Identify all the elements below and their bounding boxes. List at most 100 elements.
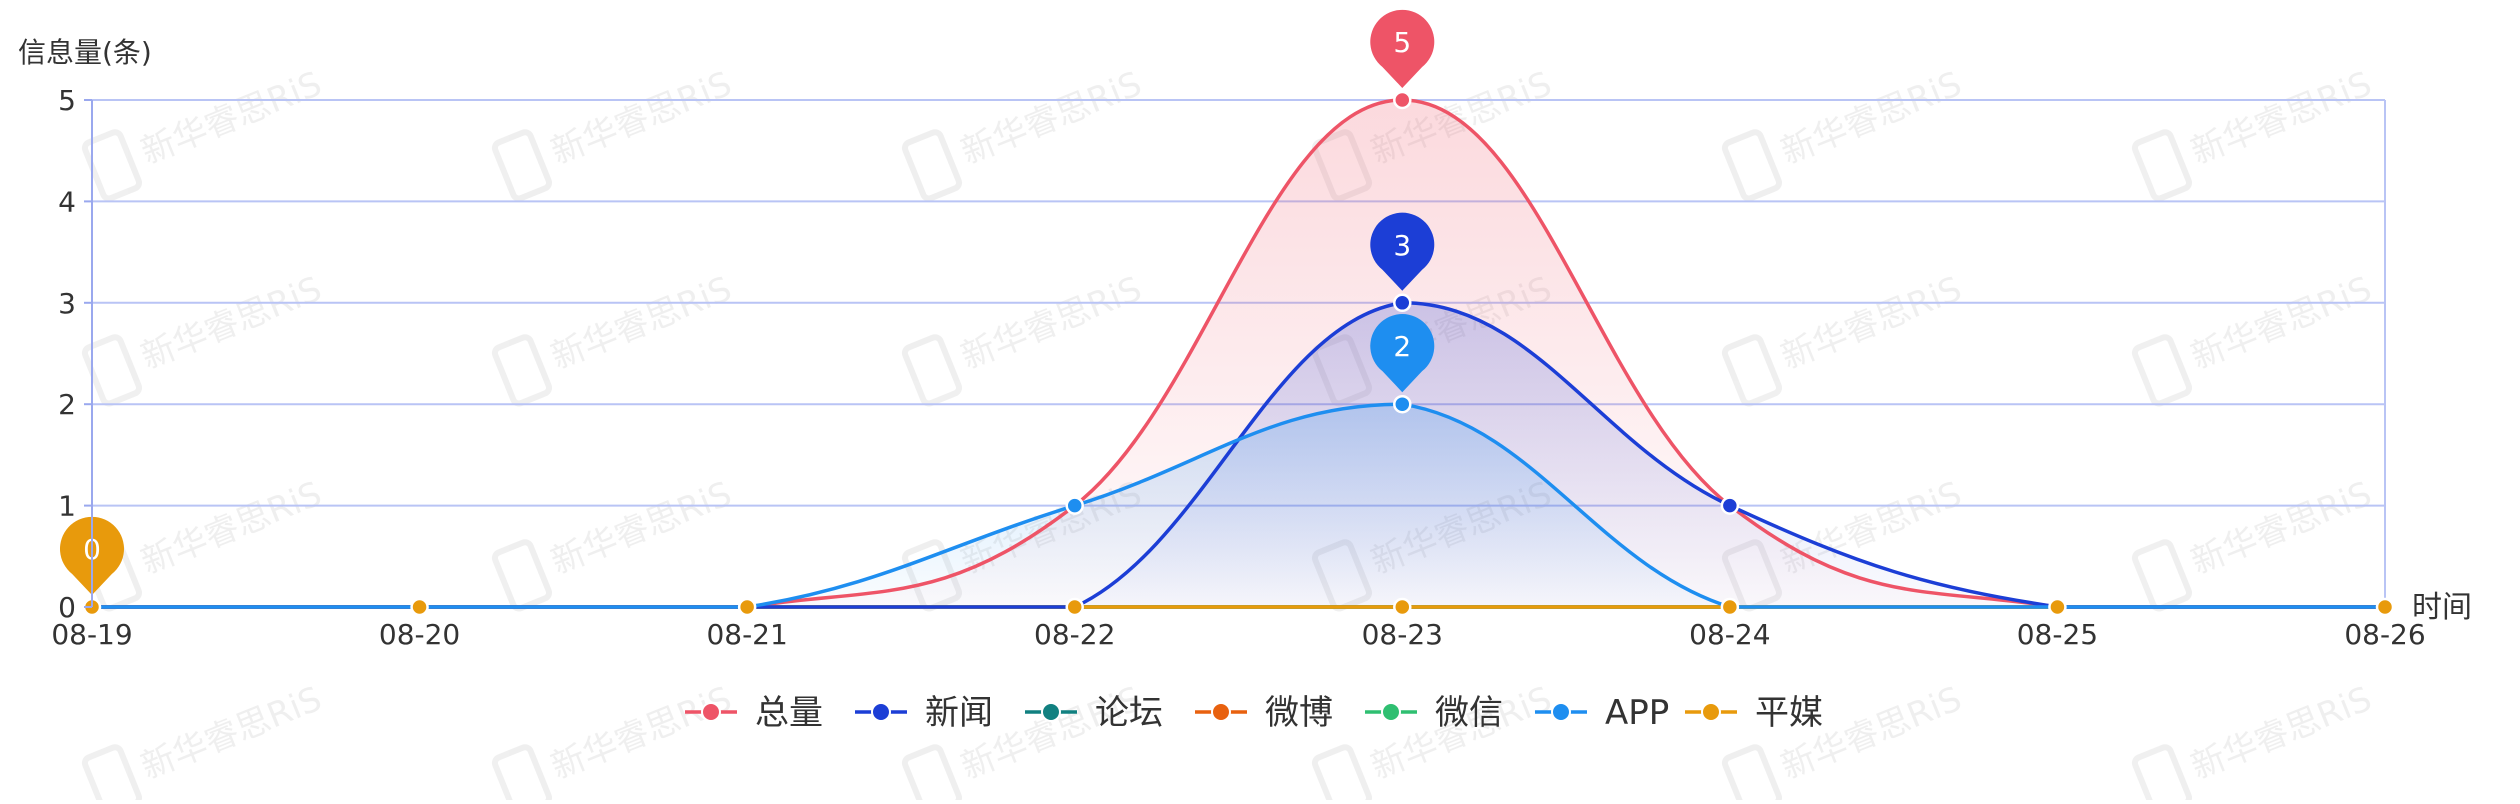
x-tick-label: 08-21 bbox=[706, 618, 787, 651]
data-point[interactable] bbox=[1393, 597, 1412, 617]
legend-label: 平媒 bbox=[1755, 693, 1823, 733]
watermark-logo bbox=[2131, 539, 2193, 612]
marker-pin: 3 bbox=[1370, 212, 1435, 291]
watermark-text: 新华睿思RiS bbox=[2185, 269, 2377, 378]
watermark: 新华睿思RiS bbox=[901, 269, 1147, 407]
watermark-text: 新华睿思RiS bbox=[2185, 679, 2377, 788]
x-axis-title: 时间 bbox=[2412, 590, 2472, 625]
watermark-text: 新华睿思RiS bbox=[545, 269, 737, 378]
legend-marker bbox=[871, 702, 891, 722]
watermark: 新华睿思RiS bbox=[2131, 474, 2377, 612]
legend-item[interactable]: 论坛 bbox=[1025, 693, 1163, 733]
x-tick-label: 08-23 bbox=[1362, 618, 1443, 651]
watermark-logo bbox=[1311, 744, 1373, 804]
watermark-logo bbox=[491, 129, 553, 202]
marker-pin-shape bbox=[1370, 212, 1435, 291]
watermark-text: 新华睿思RiS bbox=[545, 64, 737, 173]
watermark: 新华睿思RiS bbox=[1311, 679, 1557, 804]
watermark-logo bbox=[81, 744, 143, 804]
x-tick-label: 08-25 bbox=[2017, 618, 2098, 651]
watermark: 新华睿思RiS bbox=[2131, 679, 2377, 804]
point-layer bbox=[82, 90, 2395, 617]
watermark: 新华睿思RiS bbox=[81, 269, 327, 407]
watermark-text: 新华睿思RiS bbox=[135, 269, 327, 378]
data-point[interactable] bbox=[1720, 597, 1740, 617]
watermark-text: 新华睿思RiS bbox=[135, 64, 327, 173]
x-tick-label: 08-19 bbox=[51, 618, 132, 651]
data-point[interactable] bbox=[2375, 597, 2395, 617]
y-tick-label: 5 bbox=[58, 84, 76, 117]
legend-marker bbox=[1701, 702, 1721, 722]
watermark-logo bbox=[81, 129, 143, 202]
watermark-logo bbox=[491, 334, 553, 407]
watermark-logo bbox=[1721, 334, 1783, 407]
data-point[interactable] bbox=[1393, 394, 1412, 414]
data-point[interactable] bbox=[1720, 496, 1740, 515]
watermark-text: 新华睿思RiS bbox=[955, 64, 1147, 173]
series-0-area bbox=[92, 100, 2385, 607]
watermark-logo bbox=[491, 539, 553, 612]
watermark-text: 新华睿思RiS bbox=[1775, 269, 1967, 378]
data-point[interactable] bbox=[1065, 496, 1084, 515]
legend-item[interactable]: APP bbox=[1535, 693, 1669, 733]
marker-pin-shape bbox=[1370, 314, 1435, 393]
data-point[interactable] bbox=[410, 597, 429, 617]
legend-label: 总量 bbox=[755, 693, 823, 733]
x-tick-label: 08-20 bbox=[379, 618, 460, 651]
legend-item[interactable]: 微信 bbox=[1365, 693, 1503, 733]
data-point[interactable] bbox=[1393, 293, 1412, 313]
x-tick-label: 08-26 bbox=[2344, 618, 2425, 651]
legend-marker bbox=[1381, 702, 1401, 722]
legend-marker bbox=[701, 702, 721, 722]
series-line-layer bbox=[91, 98, 2385, 609]
data-point[interactable] bbox=[1393, 90, 1412, 110]
watermark: 新华睿思RiS bbox=[81, 64, 327, 202]
watermark-logo bbox=[81, 334, 143, 407]
legend-item[interactable]: 新闻 bbox=[855, 693, 993, 733]
legend-marker bbox=[1041, 702, 1061, 722]
marker-label: 5 bbox=[1393, 26, 1411, 59]
marker-pin: 2 bbox=[1370, 314, 1435, 393]
series-5-area bbox=[92, 404, 2385, 607]
marker-pin: 5 bbox=[1370, 9, 1435, 88]
watermark: 新华睿思RiS bbox=[1721, 679, 1967, 804]
watermark: 新华睿思RiS bbox=[491, 269, 737, 407]
legend-item[interactable]: 平媒 bbox=[1685, 693, 1823, 733]
watermark-logo bbox=[1721, 744, 1783, 804]
y-tick-label: 2 bbox=[58, 388, 76, 421]
legend-label: 论坛 bbox=[1095, 693, 1163, 733]
watermark-text: 新华睿思RiS bbox=[955, 269, 1147, 378]
legend-label: 微信 bbox=[1435, 693, 1503, 733]
watermark: 新华睿思RiS bbox=[1721, 269, 1967, 407]
watermark-text: 新华睿思RiS bbox=[2185, 474, 2377, 583]
y-tick-label: 3 bbox=[58, 287, 76, 320]
watermark-logo bbox=[491, 744, 553, 804]
watermark-logo bbox=[901, 129, 963, 202]
legend-item[interactable]: 总量 bbox=[685, 693, 823, 733]
legend-label: APP bbox=[1605, 693, 1669, 733]
watermark-text: 新华睿思RiS bbox=[2185, 64, 2377, 173]
x-tick-label: 08-24 bbox=[1689, 618, 1770, 651]
y-tick-label: 4 bbox=[58, 185, 76, 218]
y-axis-title: 信息量(条) bbox=[18, 36, 152, 69]
legend-item[interactable]: 微博 bbox=[1195, 693, 1333, 733]
marker-pin-shape bbox=[1370, 9, 1435, 88]
series-5-line bbox=[91, 402, 2385, 609]
data-point[interactable] bbox=[2048, 597, 2067, 617]
watermark: 新华睿思RiS bbox=[2131, 269, 2377, 407]
watermark-text: 新华睿思RiS bbox=[545, 474, 737, 583]
watermark: 新华睿思RiS bbox=[81, 679, 327, 804]
data-point[interactable] bbox=[1065, 597, 1084, 617]
watermark-logo bbox=[2131, 334, 2193, 407]
legend-marker bbox=[1211, 702, 1231, 722]
legend: 总量 新闻 论坛 微博 微信 APP 平媒 bbox=[685, 693, 1823, 733]
watermark-logo bbox=[901, 744, 963, 804]
watermark: 新华睿思RiS bbox=[901, 64, 1147, 202]
data-point[interactable] bbox=[737, 597, 757, 617]
marker-label: 3 bbox=[1393, 229, 1411, 262]
watermark: 新华睿思RiS bbox=[491, 474, 737, 612]
y-tick-label: 0 bbox=[58, 591, 76, 624]
